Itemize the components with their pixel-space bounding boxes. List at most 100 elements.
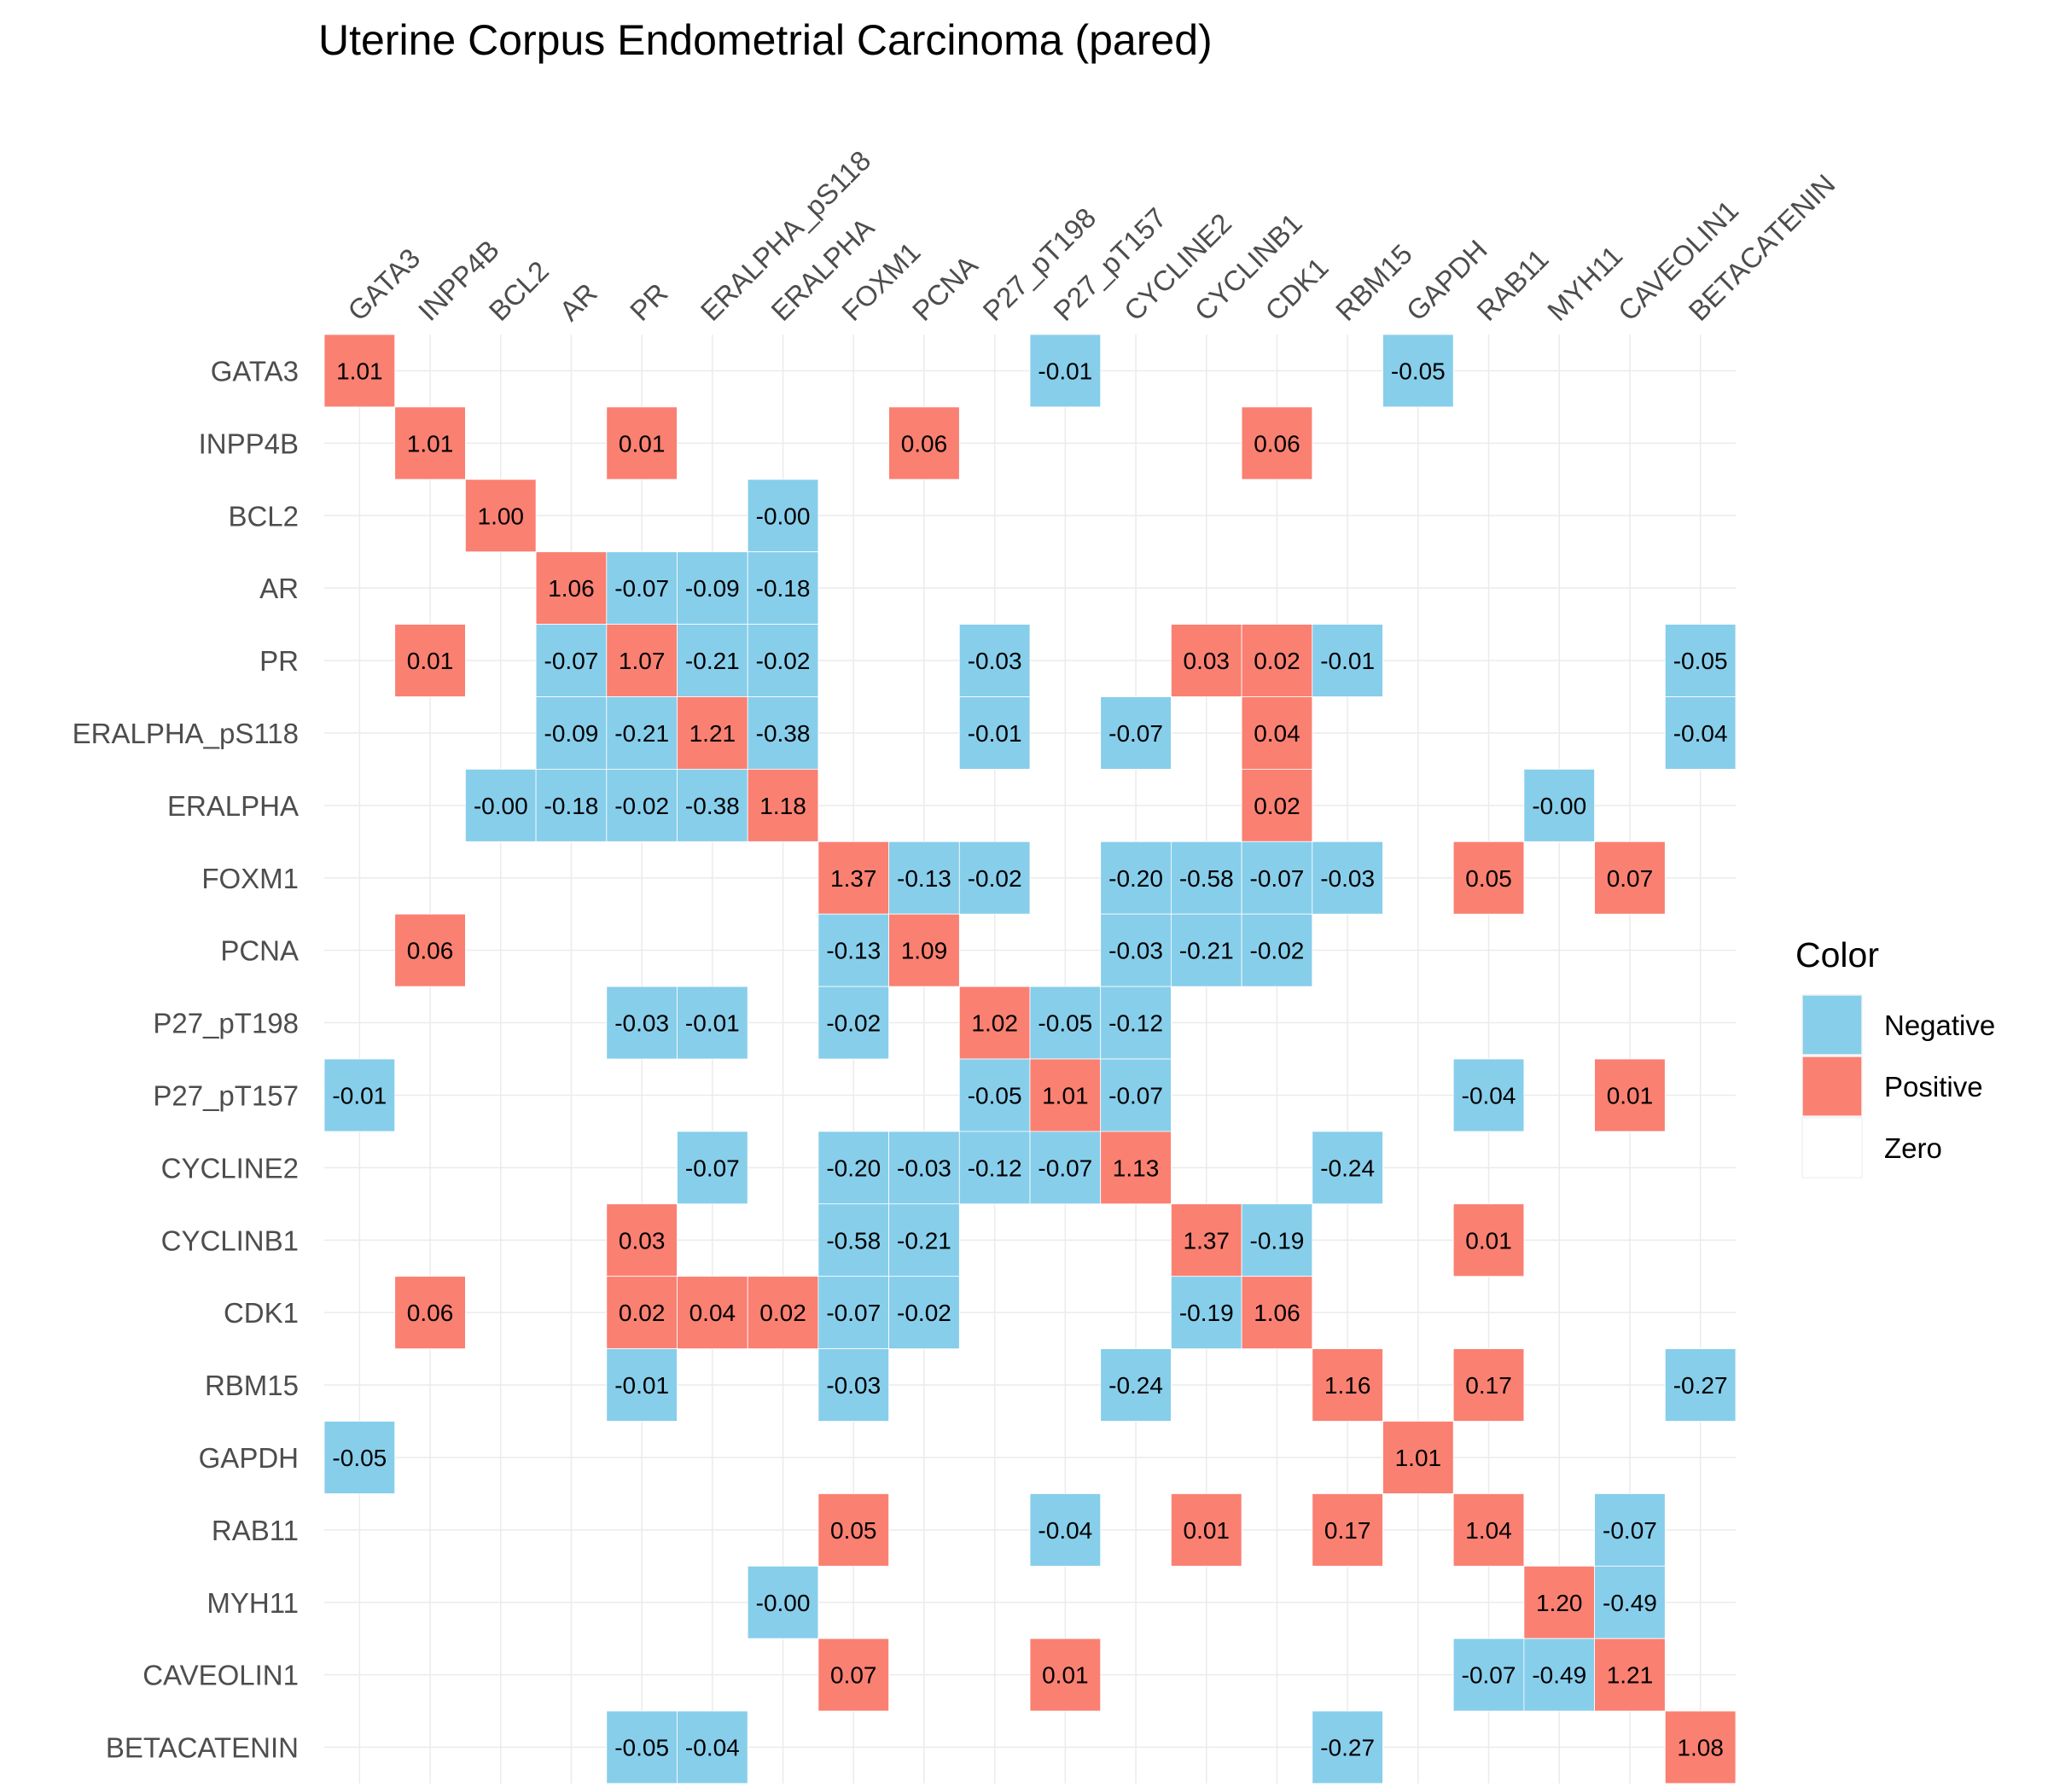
heatmap-cell: -0.05 <box>1029 986 1102 1060</box>
heatmap-cell: 0.01 <box>1029 1638 1102 1712</box>
heatmap-cells: 1.01 -0.01 -0.05 1.01 0.01 0.06 0.06 1.00 -0.00 1… <box>323 334 1737 1784</box>
cell-value-label: -0.03 <box>826 1372 881 1399</box>
cell-fill <box>747 624 819 697</box>
heatmap-cell: 1.21 <box>1594 1638 1666 1712</box>
cell-fill <box>1029 1638 1102 1712</box>
cell-value-label: -0.07 <box>614 575 669 602</box>
heatmap-cell: -0.12 <box>958 1131 1031 1205</box>
heatmap-cell: -0.19 <box>1171 1276 1242 1349</box>
y-tick-p27-pt198: P27_pT198 <box>153 1008 299 1039</box>
cell-fill <box>1523 769 1596 842</box>
legend-label: Negative <box>1884 1009 1995 1041</box>
cell-value-label: -0.05 <box>614 1735 669 1761</box>
cell-fill <box>677 769 748 842</box>
x-tick-myh11: MYH11 <box>1541 240 1628 327</box>
cell-value-label: 0.02 <box>619 1300 666 1326</box>
heatmap-cell: 0.01 <box>1452 1203 1525 1277</box>
heatmap-cell: 1.01 <box>394 406 466 480</box>
heatmap-cell: -0.49 <box>1523 1638 1596 1712</box>
cell-fill <box>1312 624 1383 697</box>
y-tick-cdk1: CDK1 <box>224 1297 299 1329</box>
heatmap-cell: 0.02 <box>747 1276 819 1349</box>
cell-value-label: -0.12 <box>1108 1010 1163 1037</box>
cell-value-label: -0.09 <box>544 720 599 747</box>
cell-fill <box>1029 1493 1102 1567</box>
heatmap-cell: -0.07 <box>817 1276 890 1349</box>
y-tick-betacatenin: BETACATENIN <box>106 1732 299 1764</box>
cell-value-label: 1.20 <box>1536 1590 1583 1616</box>
legend-item-negative: Negative <box>1801 994 1995 1056</box>
cell-value-label: -0.19 <box>1250 1227 1305 1254</box>
heatmap-cell: -0.04 <box>1664 696 1737 770</box>
cell-fill <box>606 1276 678 1349</box>
cell-fill <box>677 1710 748 1784</box>
cell-fill <box>1312 1710 1383 1784</box>
heatmap-cell: -0.00 <box>747 1565 819 1639</box>
cell-value-label: 0.02 <box>1254 793 1300 819</box>
cell-value-label: 1.21 <box>1607 1662 1654 1689</box>
cell-value-label: 1.00 <box>478 503 525 529</box>
cell-value-label: 0.05 <box>830 1517 877 1544</box>
legend-item-zero: Zero <box>1801 1117 1942 1178</box>
cell-value-label: -0.20 <box>826 1155 881 1181</box>
x-tick-gata3: GATA3 <box>341 242 426 327</box>
cell-value-label: -0.07 <box>685 1155 740 1181</box>
cell-fill <box>1171 1203 1242 1277</box>
cell-fill <box>1029 1131 1102 1205</box>
cell-fill <box>1452 1348 1525 1422</box>
cell-value-label: -0.01 <box>685 1010 740 1037</box>
cell-value-label: -0.05 <box>1391 358 1446 384</box>
heatmap-cell: -0.27 <box>1312 1710 1383 1784</box>
cell-fill <box>1029 1058 1102 1132</box>
heatmap-cell: 1.16 <box>1312 1348 1383 1422</box>
cell-fill <box>747 769 819 842</box>
cell-fill <box>888 406 960 480</box>
heatmap-cell: -0.05 <box>1664 624 1737 697</box>
y-tick-foxm1: FOXM1 <box>201 863 299 894</box>
cell-fill <box>747 551 819 625</box>
cell-fill <box>817 913 890 987</box>
heatmap-cell: 0.06 <box>394 913 466 987</box>
cell-fill <box>1241 913 1313 987</box>
cell-fill <box>1312 1131 1383 1205</box>
cell-value-label: -0.21 <box>614 720 669 747</box>
cell-value-label: -0.03 <box>968 648 1022 674</box>
cell-value-label: -0.02 <box>968 865 1022 892</box>
cell-value-label: -0.58 <box>1179 865 1234 892</box>
cell-value-label: -0.21 <box>897 1227 951 1254</box>
heatmap-cell: -0.07 <box>1594 1493 1666 1567</box>
y-tick-rab11: RAB11 <box>212 1515 299 1546</box>
cell-fill <box>888 1131 960 1205</box>
cell-fill <box>535 624 608 697</box>
cell-value-label: -0.49 <box>1532 1662 1586 1689</box>
cell-fill <box>1100 1348 1172 1422</box>
cell-fill <box>394 1276 466 1349</box>
cell-fill <box>747 1565 819 1639</box>
cell-value-label: -0.19 <box>1179 1300 1234 1326</box>
heatmap-cell: -0.21 <box>606 696 678 770</box>
heatmap-cell: -0.01 <box>1029 334 1102 408</box>
cell-fill <box>1100 913 1172 987</box>
cell-value-label: 0.06 <box>407 1300 454 1326</box>
heatmap-cell: 0.07 <box>817 1638 890 1712</box>
cell-value-label: -0.04 <box>1038 1517 1092 1544</box>
cell-fill <box>1452 1493 1525 1567</box>
cell-fill <box>1594 1565 1666 1639</box>
cell-fill <box>1452 1203 1525 1277</box>
cell-value-label: -0.01 <box>614 1372 669 1399</box>
cell-value-label: -0.24 <box>1108 1372 1163 1399</box>
cell-fill <box>1523 1565 1596 1639</box>
cell-value-label: 1.01 <box>1395 1445 1442 1471</box>
heatmap-cell: -0.38 <box>677 769 748 842</box>
cell-fill <box>817 1348 890 1422</box>
heatmap-cell: -0.12 <box>1100 986 1172 1060</box>
cell-value-label: -0.21 <box>1179 938 1234 964</box>
cell-fill <box>817 986 890 1060</box>
heatmap-cell: 1.06 <box>535 551 608 625</box>
heatmap-cell: -0.38 <box>747 696 819 770</box>
cell-value-label: -0.01 <box>332 1082 387 1108</box>
heatmap-cell: 1.04 <box>1452 1493 1525 1567</box>
cell-value-label: -0.02 <box>614 793 669 819</box>
heatmap-cell: -0.00 <box>747 479 819 553</box>
cell-fill <box>1594 1058 1666 1132</box>
